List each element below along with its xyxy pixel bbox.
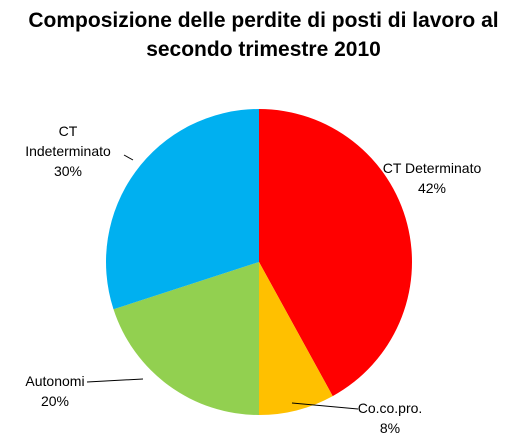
data-label-line: 20% [41, 393, 69, 409]
data-label-ct-determinato: CT Determinato 42% [383, 160, 482, 196]
pie-slice-co-co-pro [259, 262, 333, 415]
data-label-line: Indeterminato [25, 143, 111, 159]
pie-slice-ct-determinato [259, 109, 412, 397]
data-label-line: Co.co.pro. [358, 400, 423, 416]
chart-title-line-1: Composizione delle perdite di posti di l… [28, 9, 499, 32]
chart-title: Composizione delle perdite di posti di l… [0, 6, 527, 64]
leader-line [123, 154, 134, 161]
leader-line [291, 402, 359, 410]
data-label-line: CT Determinato [383, 160, 482, 176]
data-label-line: CT [59, 123, 78, 139]
data-label-co-co-pro: Co.co.pro. 8% [358, 400, 423, 436]
chart-title-line-2: secondo trimestre 2010 [146, 38, 381, 61]
data-label-autonomi: Autonomi 20% [25, 373, 84, 409]
leader-line [86, 378, 144, 383]
data-label-ct-indeterminato: CT Indeterminato 30% [25, 123, 111, 179]
data-label-line: 42% [418, 180, 446, 196]
pie-slice-ct-indeterminato [106, 109, 260, 310]
pie-slice-autonomi [113, 262, 260, 415]
data-label-line: 30% [54, 163, 82, 179]
data-label-line: 8% [380, 420, 400, 436]
data-label-line: Autonomi [25, 373, 84, 389]
